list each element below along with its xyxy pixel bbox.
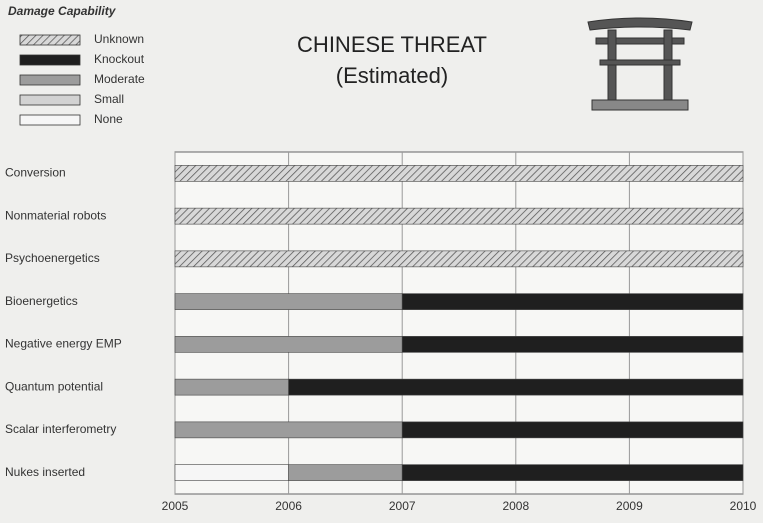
bar-segment <box>401 293 744 310</box>
legend-label: None <box>94 112 123 126</box>
row-label: Negative energy EMP <box>5 337 122 351</box>
x-tick-label: 2005 <box>162 499 189 513</box>
legend-label: Knockout <box>94 52 145 66</box>
legend-swatch <box>19 54 81 66</box>
bar-segment <box>174 207 744 225</box>
row-label: Quantum potential <box>5 379 103 393</box>
x-tick-label: 2008 <box>502 499 529 513</box>
plot-area <box>174 151 744 495</box>
legend-swatch <box>19 34 81 46</box>
bar-segment <box>174 336 403 353</box>
legend-label: Unknown <box>94 32 144 46</box>
bar-segment <box>174 165 744 182</box>
bar-segment <box>401 421 744 439</box>
chart-subtitle: (Estimated) <box>336 63 448 88</box>
bar-segment <box>174 250 744 268</box>
row-label: Scalar interferometry <box>5 422 116 436</box>
x-tick-label: 2007 <box>389 499 416 513</box>
bar-segment <box>174 293 403 310</box>
legend-swatch <box>19 114 81 126</box>
x-tick-label: 2006 <box>275 499 302 513</box>
row-label: Nukes inserted <box>5 465 85 479</box>
torii-icon <box>587 17 693 111</box>
legend-title: Damage Capability <box>8 4 117 18</box>
row-label: Conversion <box>5 166 66 180</box>
bar-segment <box>174 464 289 481</box>
legend-swatch <box>19 94 81 106</box>
legend-label: Small <box>94 92 124 106</box>
row-label: Bioenergetics <box>5 294 78 308</box>
x-tick-label: 2010 <box>730 499 757 513</box>
bar-segment <box>401 336 744 353</box>
chart-title: CHINESE THREAT <box>297 32 487 57</box>
row-label: Nonmaterial robots <box>5 208 106 222</box>
legend-label: Moderate <box>94 72 145 86</box>
bar-segment <box>174 378 289 396</box>
bar-segment <box>174 421 403 439</box>
x-tick-label: 2009 <box>616 499 643 513</box>
bar-segment <box>288 464 403 481</box>
row-label: Psychoenergetics <box>5 251 100 265</box>
bar-segment <box>288 378 744 396</box>
legend-swatch <box>19 74 81 86</box>
bar-segment <box>401 464 744 481</box>
